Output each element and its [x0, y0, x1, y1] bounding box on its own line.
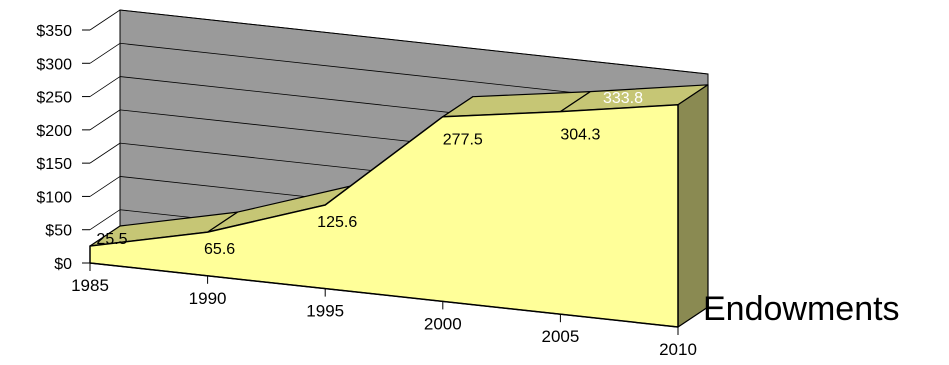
area-front-face — [89, 104, 679, 328]
y-tick-label: $300 — [36, 56, 72, 73]
y-tick-label: $50 — [45, 223, 72, 240]
x-tick-label: 2000 — [424, 314, 462, 333]
data-label: 25.5 — [96, 231, 127, 248]
data-label: 333.8 — [603, 90, 643, 107]
data-label: 304.3 — [560, 127, 600, 144]
y-tick-label: $100 — [36, 189, 72, 206]
data-label: 65.6 — [204, 241, 235, 258]
gridline-depth — [89, 42, 121, 64]
y-tick-label: $350 — [36, 23, 72, 40]
y-tick-label: $200 — [36, 123, 72, 140]
data-label: 277.5 — [443, 132, 483, 149]
y-tick-label: $250 — [36, 90, 72, 107]
legend-entry-endowments: Endowments — [703, 290, 900, 328]
gridline-depth — [89, 76, 121, 97]
x-tick-label: 1985 — [71, 276, 109, 295]
gridline-depth — [89, 176, 121, 197]
y-axis: $0 $50 $100 $150 $200 $250 $300 $350 — [36, 23, 90, 273]
gridline-depth — [89, 9, 121, 31]
data-label: 125.6 — [317, 214, 357, 231]
gridline — [119, 9, 709, 75]
x-tick-label: 1995 — [306, 302, 344, 321]
x-axis: 1985 1990 1995 2000 2005 2010 — [71, 262, 697, 359]
gridline-depth — [89, 209, 121, 231]
data-labels: 25.5 65.6 125.6 277.5 304.3 333.8 — [96, 90, 643, 258]
x-tick-label: 2010 — [659, 340, 697, 359]
y-tick-label: $150 — [36, 156, 72, 173]
x-axis-line — [89, 262, 679, 328]
series-area — [89, 84, 709, 328]
x-tick-label: 1990 — [189, 289, 227, 308]
y-tick-label: $0 — [54, 256, 72, 273]
x-tick-label: 2005 — [541, 327, 579, 346]
gridline-depth — [89, 142, 121, 164]
gridline-depth — [89, 109, 121, 131]
